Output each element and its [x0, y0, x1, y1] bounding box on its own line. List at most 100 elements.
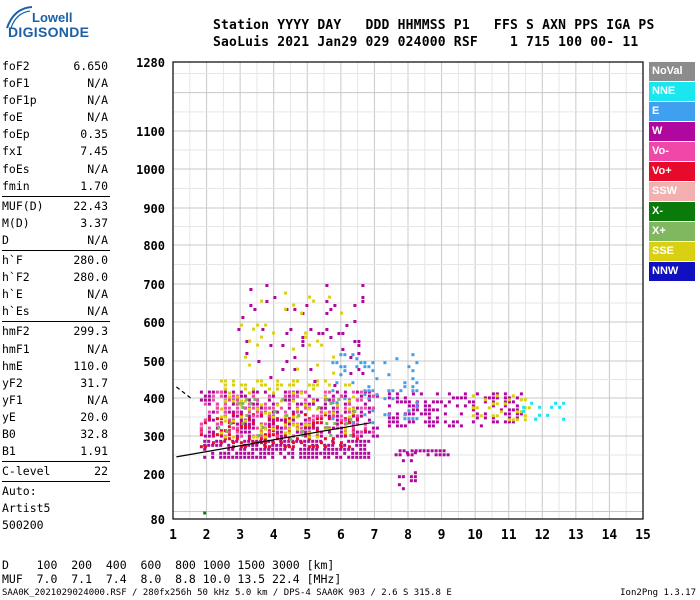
param-name: foF1p	[2, 93, 37, 108]
echo-point	[231, 402, 235, 406]
echo-point	[245, 340, 249, 343]
echo-point	[285, 332, 289, 335]
echo-point	[207, 434, 211, 438]
param-value: N/A	[87, 232, 108, 247]
echo-point	[199, 422, 203, 426]
auto-scaling-text: Artist5	[2, 501, 51, 516]
param-row: hmF1 N/A	[2, 341, 110, 358]
echo-point	[251, 406, 255, 410]
echo-point	[283, 394, 287, 398]
echo-point	[288, 431, 291, 435]
param-value: N/A	[87, 76, 108, 91]
echo-point	[495, 394, 499, 398]
echo-point	[341, 332, 345, 335]
echo-point	[307, 437, 311, 441]
echo-point	[406, 453, 410, 457]
echo-point	[323, 402, 327, 406]
echo-point	[343, 443, 347, 447]
echo-point	[335, 390, 339, 394]
echo-point	[231, 447, 235, 451]
echo-point	[442, 453, 446, 457]
echo-point	[303, 418, 307, 422]
echo-point	[387, 404, 391, 408]
echo-point	[311, 418, 315, 422]
echo-point	[223, 439, 227, 443]
echo-point	[267, 433, 271, 437]
echo-point	[219, 433, 223, 437]
echo-point	[207, 430, 211, 434]
echo-point	[383, 361, 387, 365]
echo-point	[259, 410, 263, 414]
echo-point	[387, 424, 391, 428]
echo-point	[292, 347, 296, 351]
echo-point	[407, 365, 411, 369]
echo-point	[558, 405, 562, 409]
echo-point	[264, 383, 267, 387]
echo-point	[323, 445, 327, 449]
echo-point	[344, 431, 347, 435]
echo-point	[231, 410, 235, 414]
echo-point	[295, 402, 299, 406]
echo-point	[335, 422, 339, 426]
echo-point	[483, 416, 487, 420]
echo-point	[359, 390, 363, 394]
echo-point	[295, 410, 299, 414]
echo-point	[363, 402, 367, 406]
echo-point	[203, 455, 207, 459]
echo-point	[241, 406, 245, 409]
echo-point	[343, 369, 347, 373]
echo-point	[287, 451, 291, 455]
echo-point	[265, 284, 269, 287]
echo-point	[348, 399, 351, 403]
echo-point	[335, 447, 339, 451]
echo-point	[534, 417, 538, 421]
echo-point	[511, 408, 515, 412]
echo-point	[243, 455, 247, 459]
param-row: foF2 6.650	[2, 58, 110, 75]
echo-point	[359, 455, 363, 459]
echo-point	[231, 441, 235, 445]
echo-point	[483, 400, 487, 404]
echo-point	[239, 410, 243, 414]
param-value: 1.91	[80, 444, 108, 459]
echo-point	[199, 426, 203, 430]
echo-point	[307, 451, 311, 455]
echo-point	[253, 398, 257, 401]
echo-point	[367, 394, 371, 398]
echo-point	[319, 451, 323, 455]
echo-point	[260, 383, 264, 387]
echo-point	[292, 399, 295, 403]
echo-point	[255, 443, 259, 447]
echo-point	[215, 402, 219, 406]
x-tick-label: 15	[635, 528, 651, 543]
param-name: fmin	[2, 178, 30, 193]
echo-point	[247, 439, 251, 443]
echo-point	[307, 402, 311, 406]
echo-point	[247, 434, 251, 438]
echo-point	[483, 398, 487, 402]
echo-point	[427, 412, 431, 416]
echo-point	[235, 414, 239, 418]
echo-point	[287, 445, 291, 449]
logo-line1: Lowell	[32, 10, 73, 25]
echo-point	[232, 383, 235, 387]
echo-point	[391, 397, 395, 401]
echo-point	[339, 373, 343, 377]
echo-point	[503, 392, 507, 396]
echo-point	[339, 418, 343, 422]
echo-point	[353, 304, 357, 307]
echo-point	[455, 420, 459, 424]
echo-point	[260, 379, 263, 383]
echo-point	[227, 447, 231, 451]
echo-point	[423, 408, 427, 412]
echo-point	[332, 411, 335, 415]
echo-point	[301, 340, 305, 343]
echo-point	[247, 414, 251, 418]
echo-point	[324, 379, 327, 383]
echo-point	[220, 431, 223, 435]
y-tick-label: 1100	[136, 125, 165, 139]
echo-point	[231, 394, 235, 398]
echo-point	[308, 423, 311, 427]
echo-point	[300, 311, 304, 315]
echo-point	[235, 430, 239, 434]
